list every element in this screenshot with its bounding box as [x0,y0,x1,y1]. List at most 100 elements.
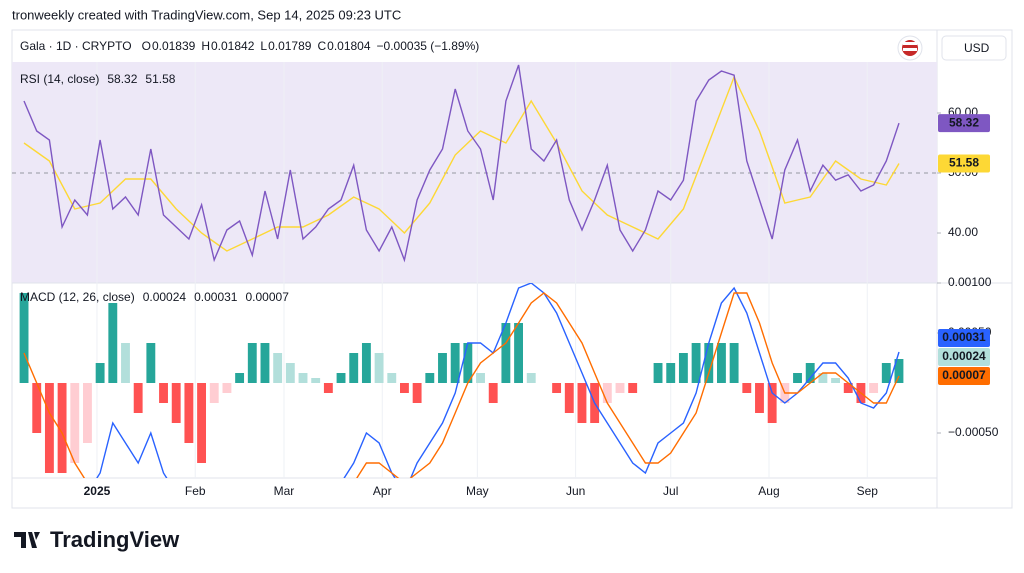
histogram-bar [843,383,853,393]
histogram-bar [602,383,612,403]
histogram-bar [298,373,308,383]
histogram-bar [83,383,92,443]
header: tronweekly created with TradingView.com,… [12,7,401,22]
histogram-bar [159,383,168,403]
histogram-bar [678,353,688,383]
histogram-bar [197,383,207,463]
histogram-bar [691,343,701,383]
rsi-lines [23,64,900,263]
legend-value: 0.00031 [194,290,238,304]
legend-value: 0.00007 [245,290,289,304]
price-badge-label: 51.58 [949,156,979,170]
flag-stripe [903,42,917,45]
histogram-bar [349,353,359,383]
flag-stripe [903,48,917,51]
x-tick-label: May [466,484,489,498]
legend-text: H [201,39,210,53]
rsi-background [12,62,937,283]
histogram-bar [476,373,485,383]
histogram-bar [653,363,663,383]
pane-title: RSI (14, close) [20,72,99,86]
histogram-bar [285,363,295,383]
legend-value: 58.32 [107,72,137,86]
histogram-bar [869,383,879,393]
histogram-bar [526,373,536,383]
histogram-bar [425,373,435,383]
symbol-legend: Gala · 1D · CRYPTO O 0.01839 H 0.01842 L 0.017… [20,39,479,53]
histogram-bar [32,383,42,433]
x-tick-label: Aug [758,484,779,498]
histogram-bar [514,323,524,383]
legend-text: Gala · 1D · CRYPTO [20,39,132,53]
price-badge [938,114,990,133]
currency[interactable]: USD [964,41,990,55]
histogram-bar [108,303,118,383]
histogram-bar [577,383,587,423]
legend-text: −0.00035 (−1.89%) [377,39,480,53]
histogram-bar [742,383,752,393]
x-tick-label: Feb [185,484,206,498]
histogram-bar [628,383,638,393]
rsi-line [23,75,900,252]
histogram-bar [247,343,257,383]
y-tick-label: −0.00050 [948,425,999,439]
histogram-bar [704,343,714,383]
rsi-line [23,64,900,263]
histogram-bar [805,363,815,383]
histogram-bar [19,293,29,383]
legend-text: 0.01842 [211,39,255,53]
x-tick-label: Jun [566,484,585,498]
logo-mark [14,532,40,548]
brand: TradingView [50,527,180,552]
price-badge [938,367,990,385]
price-badge [938,154,990,173]
histogram-bar [831,378,840,383]
histogram-bar [387,373,397,383]
currency-button[interactable] [941,35,1007,61]
legend-value: 51.58 [145,72,175,86]
y-tick-label: 0.00100 [948,275,992,289]
x-tick-label: Mar [274,484,295,498]
pane-title: MACD (12, 26, close) [20,290,135,304]
price-badge-label: 0.00024 [942,349,986,363]
histogram-bar [57,383,67,473]
histogram-bar [755,383,764,413]
histogram-bar [121,343,130,383]
x-tick-label: Apr [373,484,392,498]
histogram-bar [666,363,676,383]
histogram-bar [70,383,80,463]
histogram-bar [95,363,105,383]
histogram-bar [146,343,156,383]
macd-line [96,283,900,478]
histogram-bar [615,383,625,393]
histogram-bar [374,353,384,383]
legend-text: 0.01804 [327,39,371,53]
legend-text: O [142,39,151,53]
histogram-bar [717,343,726,383]
y-tick-label: 40.00 [948,225,978,239]
histogram-bar [793,373,802,383]
histogram-bar [881,363,891,383]
histogram-bar [222,383,232,393]
histogram-bar [552,383,562,393]
histogram-bar [44,383,54,473]
x-tick-label: 2025 [84,484,111,498]
histogram-bar [361,343,371,383]
legend-text: 0.01789 [268,39,312,53]
histogram-bar [184,383,194,443]
histogram-bar [894,359,904,383]
logo [14,532,40,548]
price-badge-label: 0.00031 [942,330,986,344]
histogram-bar [260,343,270,383]
legend-value: 0.00024 [143,290,187,304]
macd-line [23,292,900,478]
price-badge [938,348,990,366]
price-badge [938,329,990,347]
legend-text: L [260,39,267,53]
histogram-bar [273,353,283,383]
macd-plot [19,283,904,478]
price-badge-label: 58.32 [949,115,979,129]
legend-text: C [317,39,326,53]
histogram-bar [171,383,181,423]
